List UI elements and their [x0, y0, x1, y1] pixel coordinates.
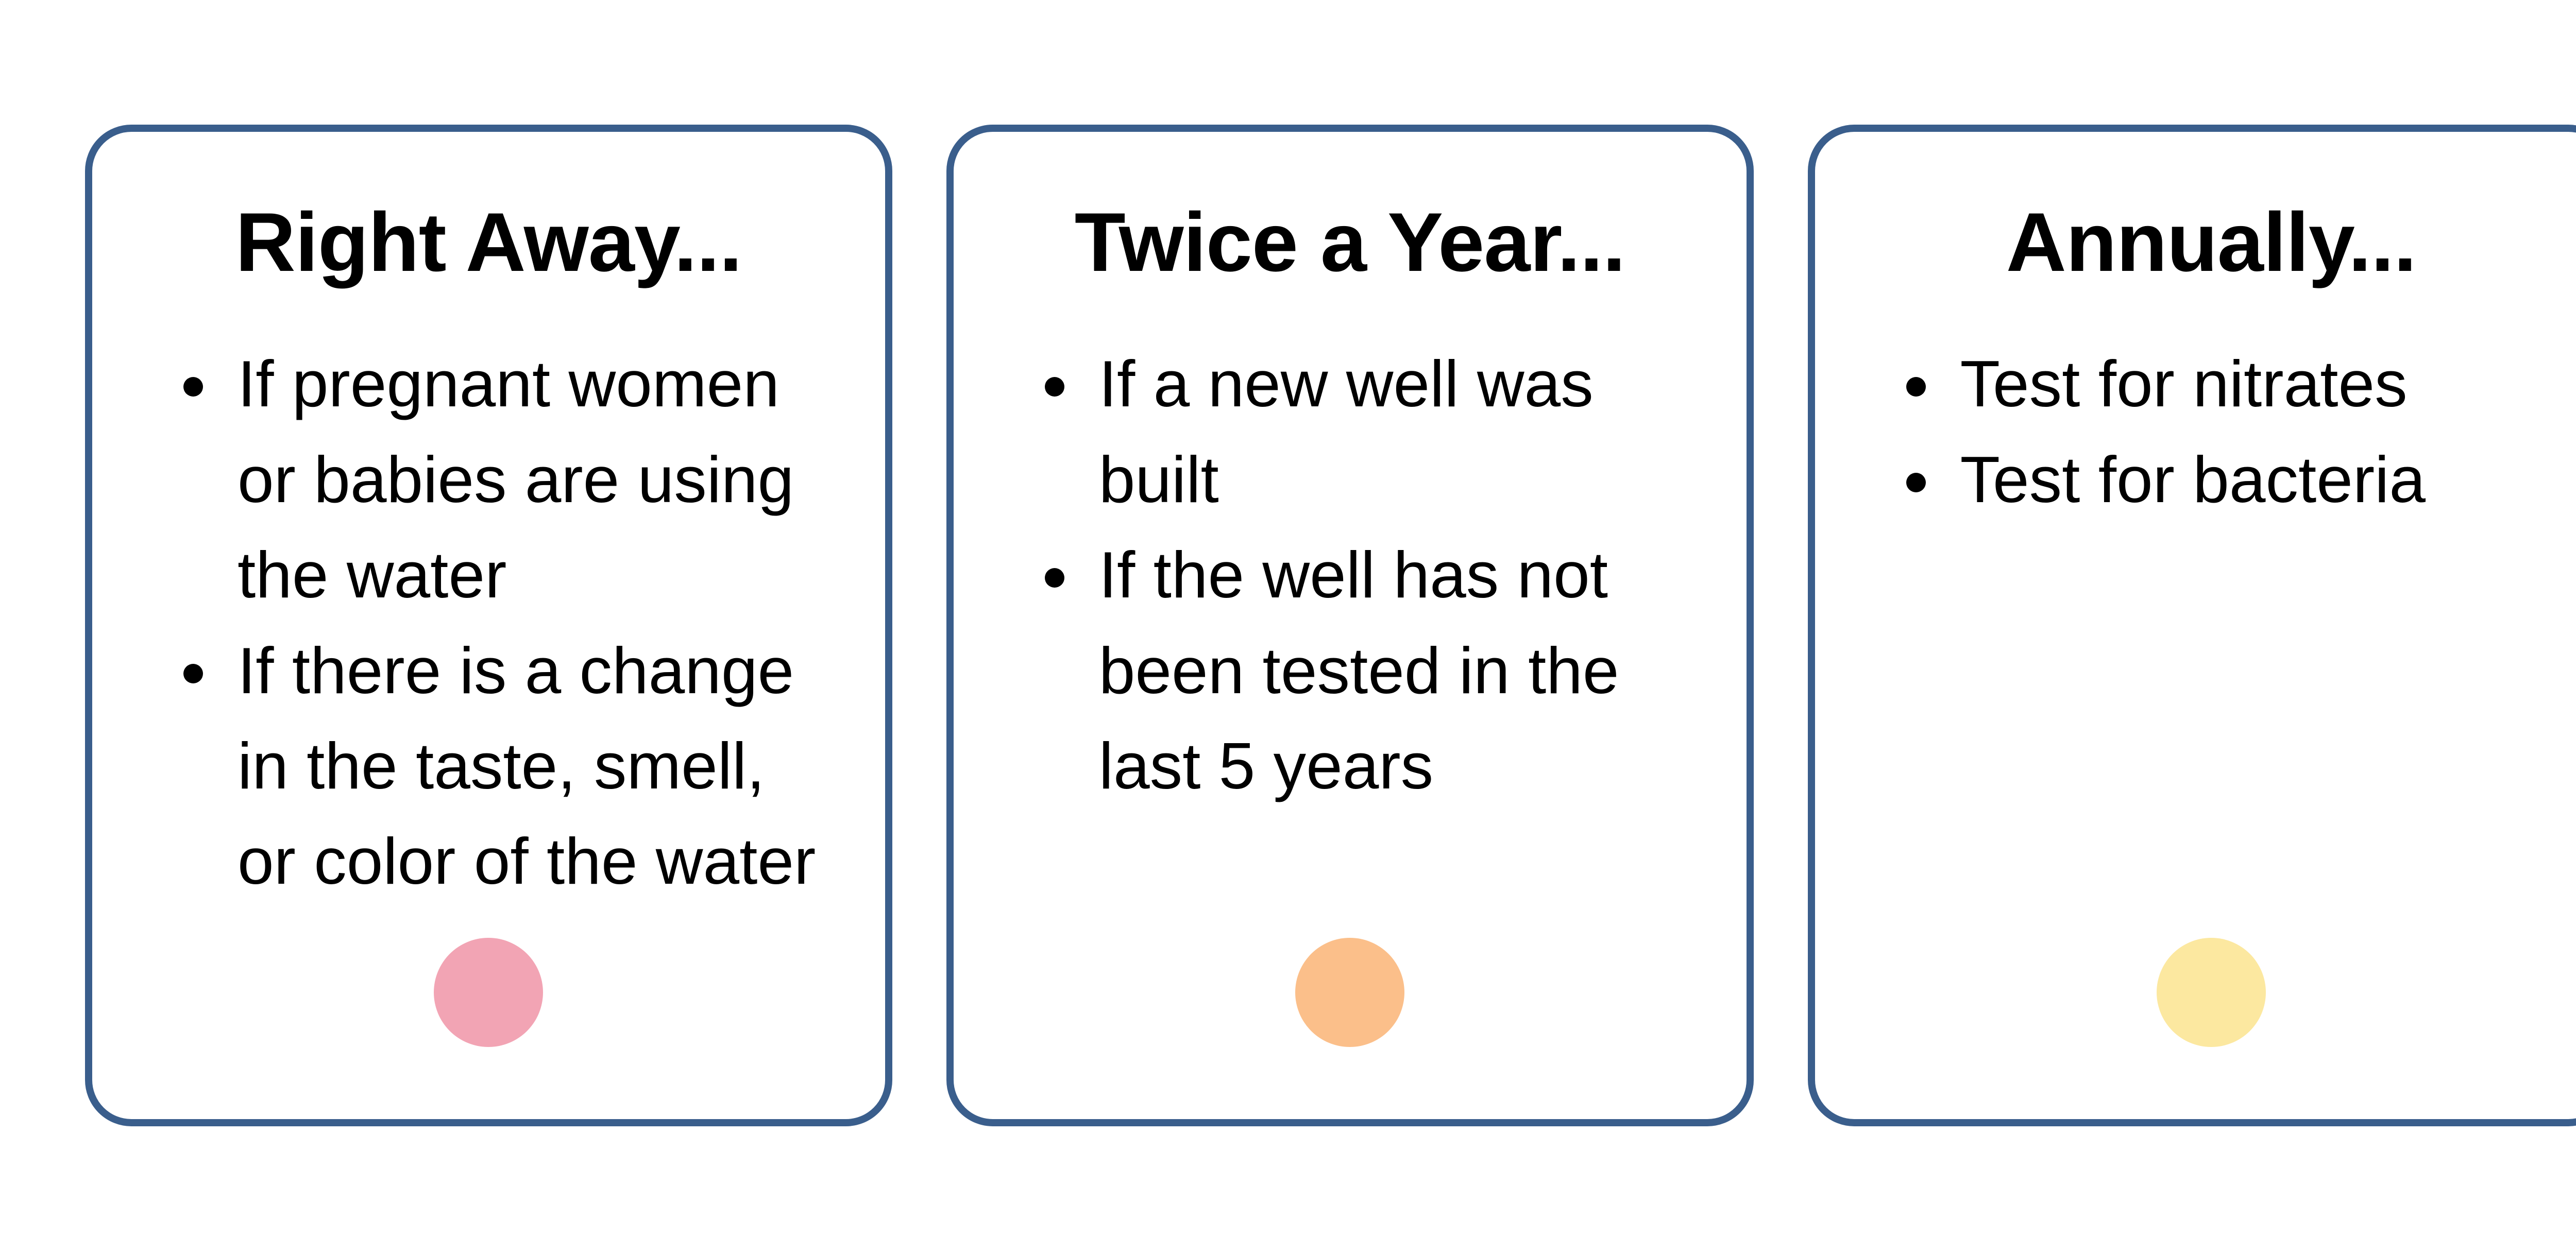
card-annually: Annually... Test for nitrates Test for b…: [1807, 125, 2576, 1126]
card-title-annually: Annually...: [2006, 196, 2417, 289]
bullet-item: If there is a change in the taste, smell…: [226, 623, 836, 909]
bullet-list-right-away: If pregnant women or babies are using th…: [141, 336, 836, 909]
bullet-item: If pregnant women or babies are using th…: [226, 336, 836, 623]
bullet-list-annually: Test for nitrates Test for bacteria: [1864, 336, 2559, 527]
bullet-item: If a new well was built: [1088, 336, 1698, 527]
bullet-item: Test for bacteria: [1949, 432, 2559, 527]
card-title-twice-a-year: Twice a Year...: [1074, 196, 1626, 289]
bullet-item: If the well has not been tested in the l…: [1088, 527, 1698, 814]
pink-dot-icon: [434, 938, 544, 1047]
bullet-list-twice-a-year: If a new well was built If the well has …: [1003, 336, 1698, 814]
card-right-away: Right Away... If pregnant women or babie…: [85, 125, 892, 1126]
card-title-right-away: Right Away...: [235, 196, 742, 289]
bullet-item: Test for nitrates: [1949, 336, 2559, 432]
card-twice-a-year: Twice a Year... If a new well was built …: [946, 125, 1754, 1126]
yellow-dot-icon: [2156, 938, 2266, 1047]
orange-dot-icon: [1295, 938, 1405, 1047]
